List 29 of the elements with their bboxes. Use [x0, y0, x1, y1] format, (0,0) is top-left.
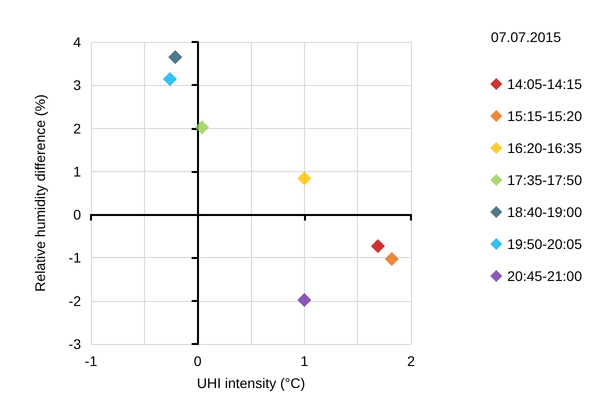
legend-label: 15:15-15:20 [507, 108, 582, 124]
y-tick-label: 4 [73, 34, 82, 50]
y-tick-label: -1 [68, 250, 82, 266]
legend-label: 20:45-21:00 [507, 268, 582, 284]
point [297, 292, 312, 307]
y-tick-label: 1 [73, 163, 82, 180]
point [162, 72, 177, 86]
point [194, 120, 209, 134]
y-tick-label: -3 [68, 336, 82, 352]
y-tick-label: -2 [68, 292, 82, 309]
point [384, 252, 399, 266]
x-tick-label: 2 [407, 353, 416, 369]
legend-label: 19:50-20:05 [507, 236, 582, 252]
point [168, 50, 182, 64]
y-axis-title: Relative humidity difference (%) [32, 94, 48, 292]
x-axis-title: UHI intensity (°C) [196, 375, 306, 391]
y-tick-label: 3 [73, 77, 82, 94]
legend-label: 18:40-19:00 [507, 204, 582, 220]
legend-label: 16:20-16:35 [507, 140, 582, 156]
x-tick-label: -1 [84, 353, 98, 369]
legend-title: 07.07.2015 [490, 29, 562, 45]
y-tick-label: 0 [73, 206, 82, 223]
y-tick-label: 2 [73, 120, 82, 136]
point [297, 171, 312, 186]
point [370, 239, 385, 254]
x-tick-label: 0 [194, 353, 202, 369]
x-tick-label: 1 [300, 353, 308, 369]
legend-label: 14:05-14:15 [507, 76, 582, 92]
legend-label: 17:35-17:50 [507, 172, 582, 188]
